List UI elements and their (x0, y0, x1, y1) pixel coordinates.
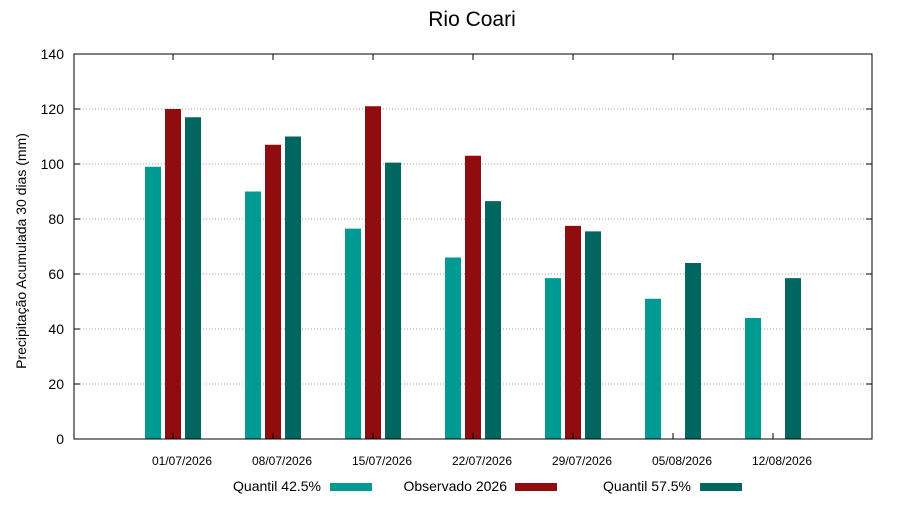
plot-frame (73, 53, 873, 440)
x-tick-label: 01/07/2026 (152, 454, 212, 468)
bar (245, 191, 261, 439)
x-tick-label: 29/07/2026 (552, 454, 612, 468)
x-tick-label: 15/07/2026 (352, 454, 412, 468)
x-tick-label: 05/08/2026 (652, 454, 712, 468)
bar (585, 231, 601, 439)
y-tick-label: 120 (41, 101, 65, 117)
bar (345, 228, 361, 439)
bar (165, 109, 181, 439)
bar (385, 162, 401, 439)
y-tick-label: 140 (41, 46, 65, 62)
bar (565, 225, 581, 439)
x-tick-label: 08/07/2026 (252, 454, 312, 468)
bar (185, 117, 201, 439)
bar (265, 144, 281, 439)
x-tick-label: 22/07/2026 (452, 454, 512, 468)
legend-label: Quantil 42.5% (233, 478, 321, 494)
bar (485, 201, 501, 439)
y-tick-label: 80 (48, 211, 64, 227)
y-tick-label: 60 (48, 266, 64, 282)
axes: 0 20 40 60 80 100 120 140 01/07/2026 08/07/2026 15… (41, 46, 873, 468)
bar (645, 298, 661, 439)
bar (465, 155, 481, 439)
bar (285, 136, 301, 439)
bar (445, 257, 461, 439)
legend-label: Quantil 57.5% (603, 478, 691, 494)
bar (785, 278, 801, 439)
chart-title: Rio Coari (428, 8, 516, 31)
bars (145, 106, 801, 439)
x-tick-label: 12/08/2026 (752, 454, 812, 468)
bar (365, 106, 381, 439)
legend-label: Observado 2026 (403, 478, 507, 494)
bar (745, 318, 761, 439)
bar (685, 263, 701, 439)
legend-swatch (700, 483, 742, 491)
y-tick-label: 20 (48, 376, 64, 392)
bar (545, 278, 561, 439)
legend-swatch (330, 483, 372, 491)
bar (145, 166, 161, 439)
y-axis-label: Precipitação Acumulada 30 dias (mm) (13, 133, 29, 369)
legend-swatch (515, 483, 557, 491)
legend: Quantil 42.5% Observado 2026 Quantil 57.5% (233, 478, 742, 494)
y-tick-label: 40 (48, 321, 64, 337)
y-tick-label: 0 (56, 431, 64, 447)
y-tick-label: 100 (41, 156, 65, 172)
